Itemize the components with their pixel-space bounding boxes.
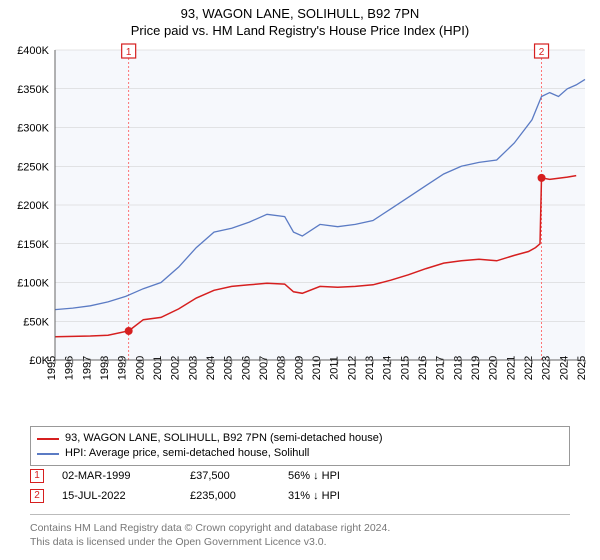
svg-text:2023: 2023 [541,356,553,380]
svg-text:2018: 2018 [452,356,464,380]
svg-text:1995: 1995 [46,356,58,380]
svg-text:2: 2 [539,47,545,58]
chart-header: 93, WAGON LANE, SOLIHULL, B92 7PN Price … [0,0,600,42]
svg-text:£300K: £300K [17,123,49,135]
svg-text:2020: 2020 [488,356,500,380]
svg-text:2007: 2007 [258,356,270,380]
sale-date: 02-MAR-1999 [62,466,172,486]
svg-text:2003: 2003 [187,356,199,380]
svg-text:2005: 2005 [223,356,235,380]
svg-text:£350K: £350K [17,84,49,96]
svg-text:2001: 2001 [152,356,164,380]
svg-text:£200K: £200K [17,200,49,212]
svg-text:2012: 2012 [346,356,358,380]
line-chart-svg: £0K£50K£100K£150K£200K£250K£300K£350K£40… [0,42,600,422]
svg-text:2004: 2004 [205,356,217,380]
svg-text:2013: 2013 [364,356,376,380]
sales-list: 1 02-MAR-1999 £37,500 56% ↓ HPI 2 15-JUL… [30,466,570,506]
svg-text:2009: 2009 [293,356,305,380]
svg-text:2006: 2006 [240,356,252,380]
svg-text:2019: 2019 [470,356,482,380]
legend-label: 93, WAGON LANE, SOLIHULL, B92 7PN (semi-… [65,431,383,446]
svg-text:2008: 2008 [276,356,288,380]
svg-text:£250K: £250K [17,161,49,173]
sale-price: £37,500 [190,466,270,486]
footer-line2: This data is licensed under the Open Gov… [30,535,570,549]
legend-swatch-blue [37,453,59,455]
svg-text:1997: 1997 [81,356,93,380]
svg-text:1998: 1998 [99,356,111,380]
svg-text:£100K: £100K [17,278,49,290]
sale-date: 15-JUL-2022 [62,486,172,506]
sale-row: 1 02-MAR-1999 £37,500 56% ↓ HPI [30,466,570,486]
sale-delta: 56% ↓ HPI [288,466,378,486]
svg-text:2025: 2025 [576,356,588,380]
footer-line1: Contains HM Land Registry data © Crown c… [30,521,570,535]
svg-text:2016: 2016 [417,356,429,380]
svg-text:1: 1 [126,47,132,58]
svg-text:2021: 2021 [505,356,517,380]
footer: Contains HM Land Registry data © Crown c… [30,514,570,549]
svg-text:1996: 1996 [64,356,76,380]
svg-text:2002: 2002 [170,356,182,380]
svg-text:2010: 2010 [311,356,323,380]
sale-marker-icon: 1 [30,469,44,483]
title-line1: 93, WAGON LANE, SOLIHULL, B92 7PN [0,6,600,21]
sale-price: £235,000 [190,486,270,506]
svg-text:2017: 2017 [435,356,447,380]
legend-item-price-paid: 93, WAGON LANE, SOLIHULL, B92 7PN (semi-… [37,431,563,446]
legend-label: HPI: Average price, semi-detached house,… [65,446,309,461]
legend: 93, WAGON LANE, SOLIHULL, B92 7PN (semi-… [30,426,570,466]
svg-text:£50K: £50K [23,316,49,328]
svg-text:2015: 2015 [399,356,411,380]
sale-delta: 31% ↓ HPI [288,486,378,506]
title-line2: Price paid vs. HM Land Registry's House … [0,23,600,38]
legend-item-hpi: HPI: Average price, semi-detached house,… [37,446,563,461]
legend-swatch-red [37,438,59,440]
sale-marker-icon: 2 [30,489,44,503]
chart-area: £0K£50K£100K£150K£200K£250K£300K£350K£40… [0,42,600,422]
svg-text:1999: 1999 [117,356,129,380]
svg-text:2024: 2024 [558,356,570,380]
svg-text:£400K: £400K [17,45,49,57]
svg-text:2014: 2014 [382,356,394,380]
svg-text:£150K: £150K [17,239,49,251]
sale-row: 2 15-JUL-2022 £235,000 31% ↓ HPI [30,486,570,506]
svg-text:2000: 2000 [134,356,146,380]
svg-text:2022: 2022 [523,356,535,380]
